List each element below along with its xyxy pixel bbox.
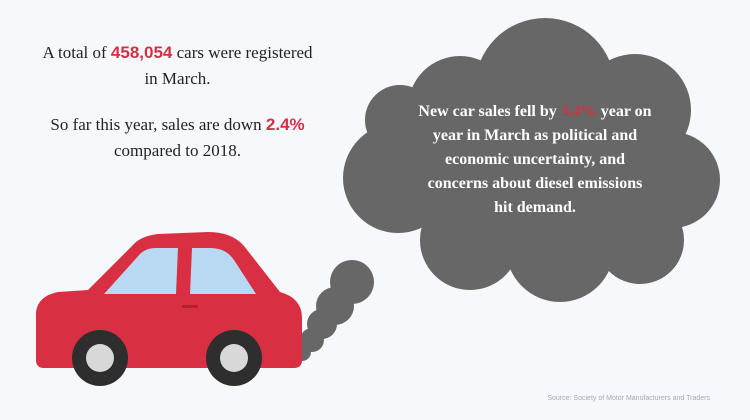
registrations-stat: A total of 458,054 cars were registered …: [40, 40, 315, 92]
stat-text: So far this year, sales are down: [50, 115, 266, 134]
car-window-rear: [190, 248, 256, 294]
ytd-change-value: 2.4%: [265, 115, 305, 134]
cloud-text-part: year on year in March as political and e…: [427, 103, 652, 216]
stat-text: cars were registered in March.: [144, 43, 313, 88]
front-wheel: [206, 330, 262, 386]
smoke-cloud: [343, 18, 720, 302]
source-credit: Source: Society of Motor Manufacturers a…: [547, 395, 710, 402]
stat-text: A total of: [42, 43, 111, 62]
stats-text: A total of 458,054 cars were registered …: [40, 40, 315, 184]
car-window-front: [104, 248, 178, 294]
stat-text: compared to 2018.: [114, 141, 241, 160]
door-handle: [182, 305, 198, 308]
car-icon: [36, 232, 302, 386]
cloud-text-part: New car sales fell by: [418, 103, 561, 120]
exhaust-puffs: [293, 260, 374, 361]
sales-change-value: 3.4%: [560, 103, 597, 120]
cloud-text: New car sales fell by 3.4% year on year …: [418, 100, 652, 220]
ytd-stat: So far this year, sales are down 2.4% co…: [40, 112, 315, 164]
registrations-value: 458,054: [110, 43, 173, 62]
rear-wheel: [72, 330, 128, 386]
